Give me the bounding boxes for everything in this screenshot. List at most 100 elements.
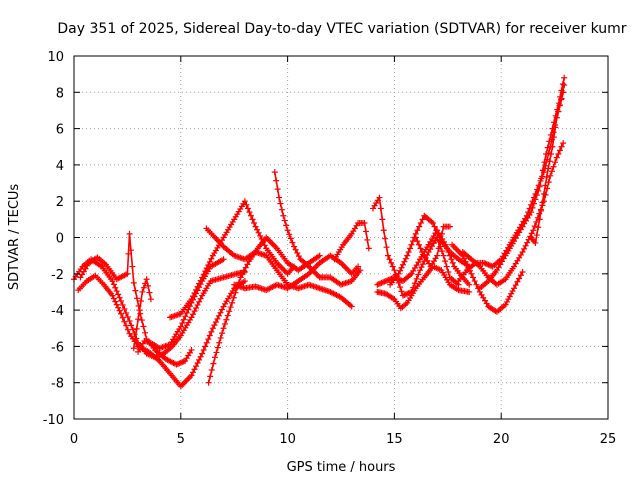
data-point (203, 339, 210, 346)
data-point (278, 206, 285, 213)
data-point (294, 249, 301, 256)
data-point (540, 190, 547, 197)
data-point (533, 218, 540, 225)
data-point (431, 223, 438, 230)
data-point (503, 298, 510, 305)
data-point (277, 200, 284, 207)
data-point (559, 89, 566, 96)
grid (74, 56, 608, 419)
data-point (547, 172, 554, 179)
y-tick-label: 8 (56, 86, 64, 101)
data-point (505, 296, 512, 303)
data-point (365, 245, 372, 252)
x-axis-label: GPS time / hours (287, 460, 396, 475)
data-point (249, 216, 256, 223)
data-point (276, 194, 283, 201)
data-point (388, 259, 395, 266)
data-point (283, 222, 290, 229)
data-point (530, 200, 537, 207)
data-point (383, 244, 390, 251)
data-point (558, 96, 565, 103)
data-point (190, 311, 197, 318)
data-point (398, 288, 405, 295)
data-point (135, 316, 142, 323)
data-point (542, 182, 549, 189)
data-point (402, 255, 409, 262)
data-point (244, 205, 251, 212)
data-point (281, 217, 288, 224)
data-point (412, 234, 419, 241)
data-point (124, 326, 131, 333)
data-point (556, 147, 563, 154)
data-point (237, 274, 244, 281)
data-point (206, 258, 213, 265)
y-tick-label: 0 (56, 232, 64, 247)
data-point (462, 258, 469, 265)
data-point (560, 140, 567, 147)
data-point (193, 286, 200, 293)
data-point (440, 252, 447, 259)
data-point (136, 307, 143, 314)
series-trace-18 (459, 140, 567, 288)
data-point (121, 318, 128, 325)
data-point (511, 285, 518, 292)
data-point (316, 252, 323, 259)
data-point (213, 349, 220, 356)
data-point (429, 219, 436, 226)
data-point (414, 238, 421, 245)
data-point (517, 272, 524, 279)
data-point (194, 301, 201, 308)
data-point (470, 274, 477, 281)
data-point (203, 265, 210, 272)
data-point (257, 232, 264, 239)
data-point (398, 264, 405, 271)
data-point (417, 267, 424, 274)
y-tick-label: 2 (56, 195, 64, 210)
data-point (438, 230, 445, 237)
data-point (134, 295, 141, 302)
data-point (241, 278, 248, 285)
data-point (405, 249, 412, 256)
data-point (408, 241, 415, 248)
data-point (210, 360, 217, 367)
y-tick-label: 6 (56, 123, 64, 138)
data-point (146, 289, 153, 296)
data-point (438, 248, 445, 255)
data-point (190, 369, 197, 376)
data-point (241, 267, 248, 274)
data-point (217, 334, 224, 341)
data-point (419, 216, 426, 223)
data-point (130, 345, 137, 352)
data-point (532, 239, 539, 246)
data-point (417, 245, 424, 252)
data-point (243, 201, 250, 208)
data-point (445, 268, 452, 275)
data-point (414, 227, 421, 234)
data-point (543, 174, 550, 180)
data-point (246, 209, 253, 216)
data-point (188, 347, 195, 354)
data-point (179, 320, 186, 327)
data-point (382, 235, 389, 242)
data-point (200, 347, 207, 354)
data-point (123, 310, 130, 317)
data-point (180, 316, 187, 323)
data-point (147, 296, 154, 303)
data-point (549, 143, 556, 150)
data-series (71, 74, 568, 390)
data-point (364, 236, 371, 243)
data-point (129, 326, 136, 333)
data-point (129, 263, 136, 270)
x-tick-label: 25 (600, 432, 617, 447)
data-point (395, 270, 402, 277)
data-point (536, 216, 543, 223)
data-point (137, 298, 144, 305)
data-point (287, 235, 294, 242)
data-point (197, 277, 204, 284)
data-point (220, 325, 227, 332)
data-point (561, 74, 568, 81)
data-point (386, 256, 393, 263)
data-point (194, 283, 201, 290)
data-point (255, 229, 262, 236)
series-trace-20 (476, 74, 568, 292)
